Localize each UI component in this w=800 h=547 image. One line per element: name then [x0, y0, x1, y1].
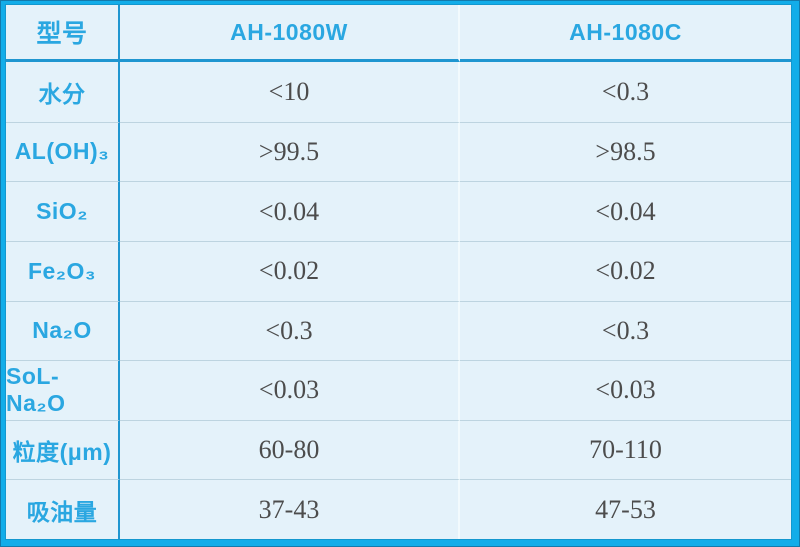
cell-sol-na2o-ah1080c: <0.03 [460, 360, 791, 420]
cell-particle-size-ah1080c: 70-110 [460, 419, 791, 480]
header-col-ah1080w: AH-1080W [120, 5, 460, 62]
header-col-ah1080c: AH-1080C [460, 5, 791, 62]
cell-na2o-ah1080w: <0.3 [120, 300, 460, 361]
row-label-oil-absorption: 吸油量 [6, 479, 120, 539]
row-label-moisture: 水分 [6, 62, 120, 122]
cell-sio2-ah1080w: <0.04 [120, 181, 460, 241]
cell-fe2o3-ah1080w: <0.02 [120, 240, 460, 301]
header-model-label: 型号 [6, 5, 120, 62]
spec-table: 型号 AH-1080W AH-1080C 水分 <10 <0.3 AL(OH)₃… [6, 5, 791, 539]
cell-sol-na2o-ah1080w: <0.03 [120, 360, 460, 420]
row-label-na2o: Na₂O [6, 300, 120, 361]
cell-moisture-ah1080c: <0.3 [601, 76, 650, 106]
row-label-fe2o3: Fe₂O₃ [6, 240, 120, 301]
row-label-sio2: SiO₂ [6, 181, 120, 241]
cell-oil-absorption-ah1080c: 47-53 [460, 479, 791, 539]
cell-particle-size-ah1080w: 60-80 [120, 419, 460, 480]
cell-fe2o3-ah1080c: <0.02 [460, 240, 791, 301]
row-label-particle-size: 粒度(μm) [6, 419, 120, 480]
cell-na2o-ah1080c: <0.3 [460, 300, 791, 361]
cell-aloh3-ah1080c: >98.5 [460, 121, 791, 182]
cell-sio2-ah1080c: <0.04 [460, 181, 791, 241]
row-label-sol-na2o: SoL-Na₂O [6, 360, 120, 420]
cell-moisture-ah1080w: <10 [120, 62, 460, 122]
cell-oil-absorption-ah1080w: 37-43 [120, 479, 460, 539]
row-label-aloh3: AL(OH)₃ [6, 121, 120, 182]
cell-aloh3-ah1080w: >99.5 [120, 121, 460, 182]
